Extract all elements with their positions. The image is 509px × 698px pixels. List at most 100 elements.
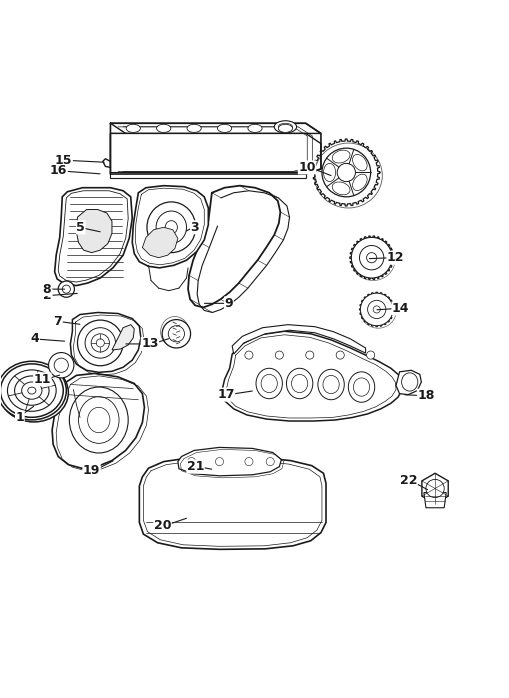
- Ellipse shape: [278, 124, 292, 133]
- Polygon shape: [110, 133, 125, 166]
- Ellipse shape: [274, 121, 296, 133]
- Polygon shape: [110, 133, 320, 174]
- Ellipse shape: [275, 351, 283, 359]
- Ellipse shape: [305, 351, 313, 359]
- Polygon shape: [52, 373, 144, 468]
- Ellipse shape: [278, 124, 292, 131]
- Ellipse shape: [367, 300, 385, 318]
- Text: 18: 18: [416, 389, 434, 402]
- Polygon shape: [110, 124, 320, 133]
- Ellipse shape: [156, 211, 186, 244]
- Ellipse shape: [359, 246, 383, 270]
- Ellipse shape: [401, 373, 417, 391]
- Polygon shape: [32, 360, 62, 396]
- Polygon shape: [112, 325, 134, 350]
- Polygon shape: [76, 209, 112, 253]
- Ellipse shape: [62, 285, 70, 293]
- Polygon shape: [142, 228, 178, 258]
- Ellipse shape: [69, 387, 128, 453]
- Polygon shape: [139, 456, 325, 549]
- Text: 19: 19: [83, 464, 100, 477]
- Ellipse shape: [217, 124, 231, 133]
- Text: 7: 7: [53, 315, 62, 327]
- Text: 13: 13: [141, 337, 158, 350]
- Ellipse shape: [321, 148, 370, 197]
- Polygon shape: [421, 473, 447, 504]
- Polygon shape: [54, 188, 132, 285]
- Ellipse shape: [291, 374, 307, 392]
- Ellipse shape: [317, 369, 344, 400]
- Ellipse shape: [8, 370, 56, 411]
- Ellipse shape: [261, 374, 277, 392]
- Ellipse shape: [165, 221, 177, 234]
- Ellipse shape: [27, 387, 36, 394]
- Polygon shape: [70, 313, 140, 372]
- Polygon shape: [423, 493, 445, 507]
- Polygon shape: [58, 191, 128, 282]
- Ellipse shape: [215, 458, 223, 466]
- Text: 2: 2: [43, 289, 52, 302]
- Polygon shape: [232, 325, 365, 354]
- Ellipse shape: [162, 320, 190, 348]
- Text: 6: 6: [146, 337, 154, 350]
- Ellipse shape: [147, 202, 195, 253]
- Ellipse shape: [91, 334, 109, 352]
- Text: 4: 4: [31, 332, 39, 346]
- Ellipse shape: [85, 327, 115, 358]
- Text: 5: 5: [76, 221, 85, 234]
- Ellipse shape: [78, 396, 119, 443]
- Ellipse shape: [0, 362, 66, 420]
- Ellipse shape: [187, 458, 195, 466]
- Ellipse shape: [351, 237, 391, 278]
- Text: 8: 8: [42, 283, 51, 296]
- Text: 3: 3: [190, 221, 199, 234]
- Ellipse shape: [187, 124, 201, 133]
- Polygon shape: [178, 447, 281, 476]
- Ellipse shape: [366, 253, 376, 262]
- Ellipse shape: [373, 306, 380, 313]
- Ellipse shape: [352, 154, 366, 171]
- Ellipse shape: [88, 408, 110, 433]
- Ellipse shape: [244, 458, 252, 466]
- Ellipse shape: [1, 364, 63, 417]
- Ellipse shape: [348, 372, 374, 402]
- Text: 15: 15: [55, 154, 72, 167]
- Ellipse shape: [286, 369, 312, 399]
- Ellipse shape: [256, 369, 282, 399]
- Ellipse shape: [352, 174, 366, 191]
- Polygon shape: [110, 172, 305, 177]
- Ellipse shape: [15, 376, 49, 406]
- Ellipse shape: [266, 458, 274, 466]
- Ellipse shape: [168, 326, 184, 342]
- Text: 17: 17: [217, 388, 234, 401]
- Ellipse shape: [244, 351, 252, 359]
- Ellipse shape: [353, 378, 369, 396]
- Ellipse shape: [48, 352, 74, 378]
- Text: 22: 22: [399, 475, 416, 487]
- Ellipse shape: [331, 182, 349, 195]
- Ellipse shape: [54, 358, 68, 372]
- Ellipse shape: [335, 351, 344, 359]
- Ellipse shape: [22, 382, 42, 399]
- Ellipse shape: [425, 480, 443, 498]
- Text: 16: 16: [50, 165, 67, 177]
- Ellipse shape: [247, 124, 262, 133]
- Text: 1: 1: [15, 411, 24, 424]
- Ellipse shape: [156, 124, 171, 133]
- Text: 11: 11: [34, 373, 51, 386]
- Ellipse shape: [366, 351, 374, 359]
- Polygon shape: [395, 371, 420, 394]
- Text: 20: 20: [154, 519, 171, 532]
- Ellipse shape: [126, 124, 140, 133]
- Ellipse shape: [96, 339, 104, 347]
- Text: 10: 10: [298, 161, 315, 174]
- Ellipse shape: [58, 281, 74, 297]
- Text: 21: 21: [186, 460, 204, 473]
- Text: 12: 12: [386, 251, 404, 265]
- Polygon shape: [132, 186, 208, 268]
- Ellipse shape: [331, 150, 349, 163]
- Ellipse shape: [0, 363, 68, 422]
- Polygon shape: [221, 332, 401, 421]
- Ellipse shape: [360, 293, 392, 326]
- Text: 14: 14: [391, 302, 409, 315]
